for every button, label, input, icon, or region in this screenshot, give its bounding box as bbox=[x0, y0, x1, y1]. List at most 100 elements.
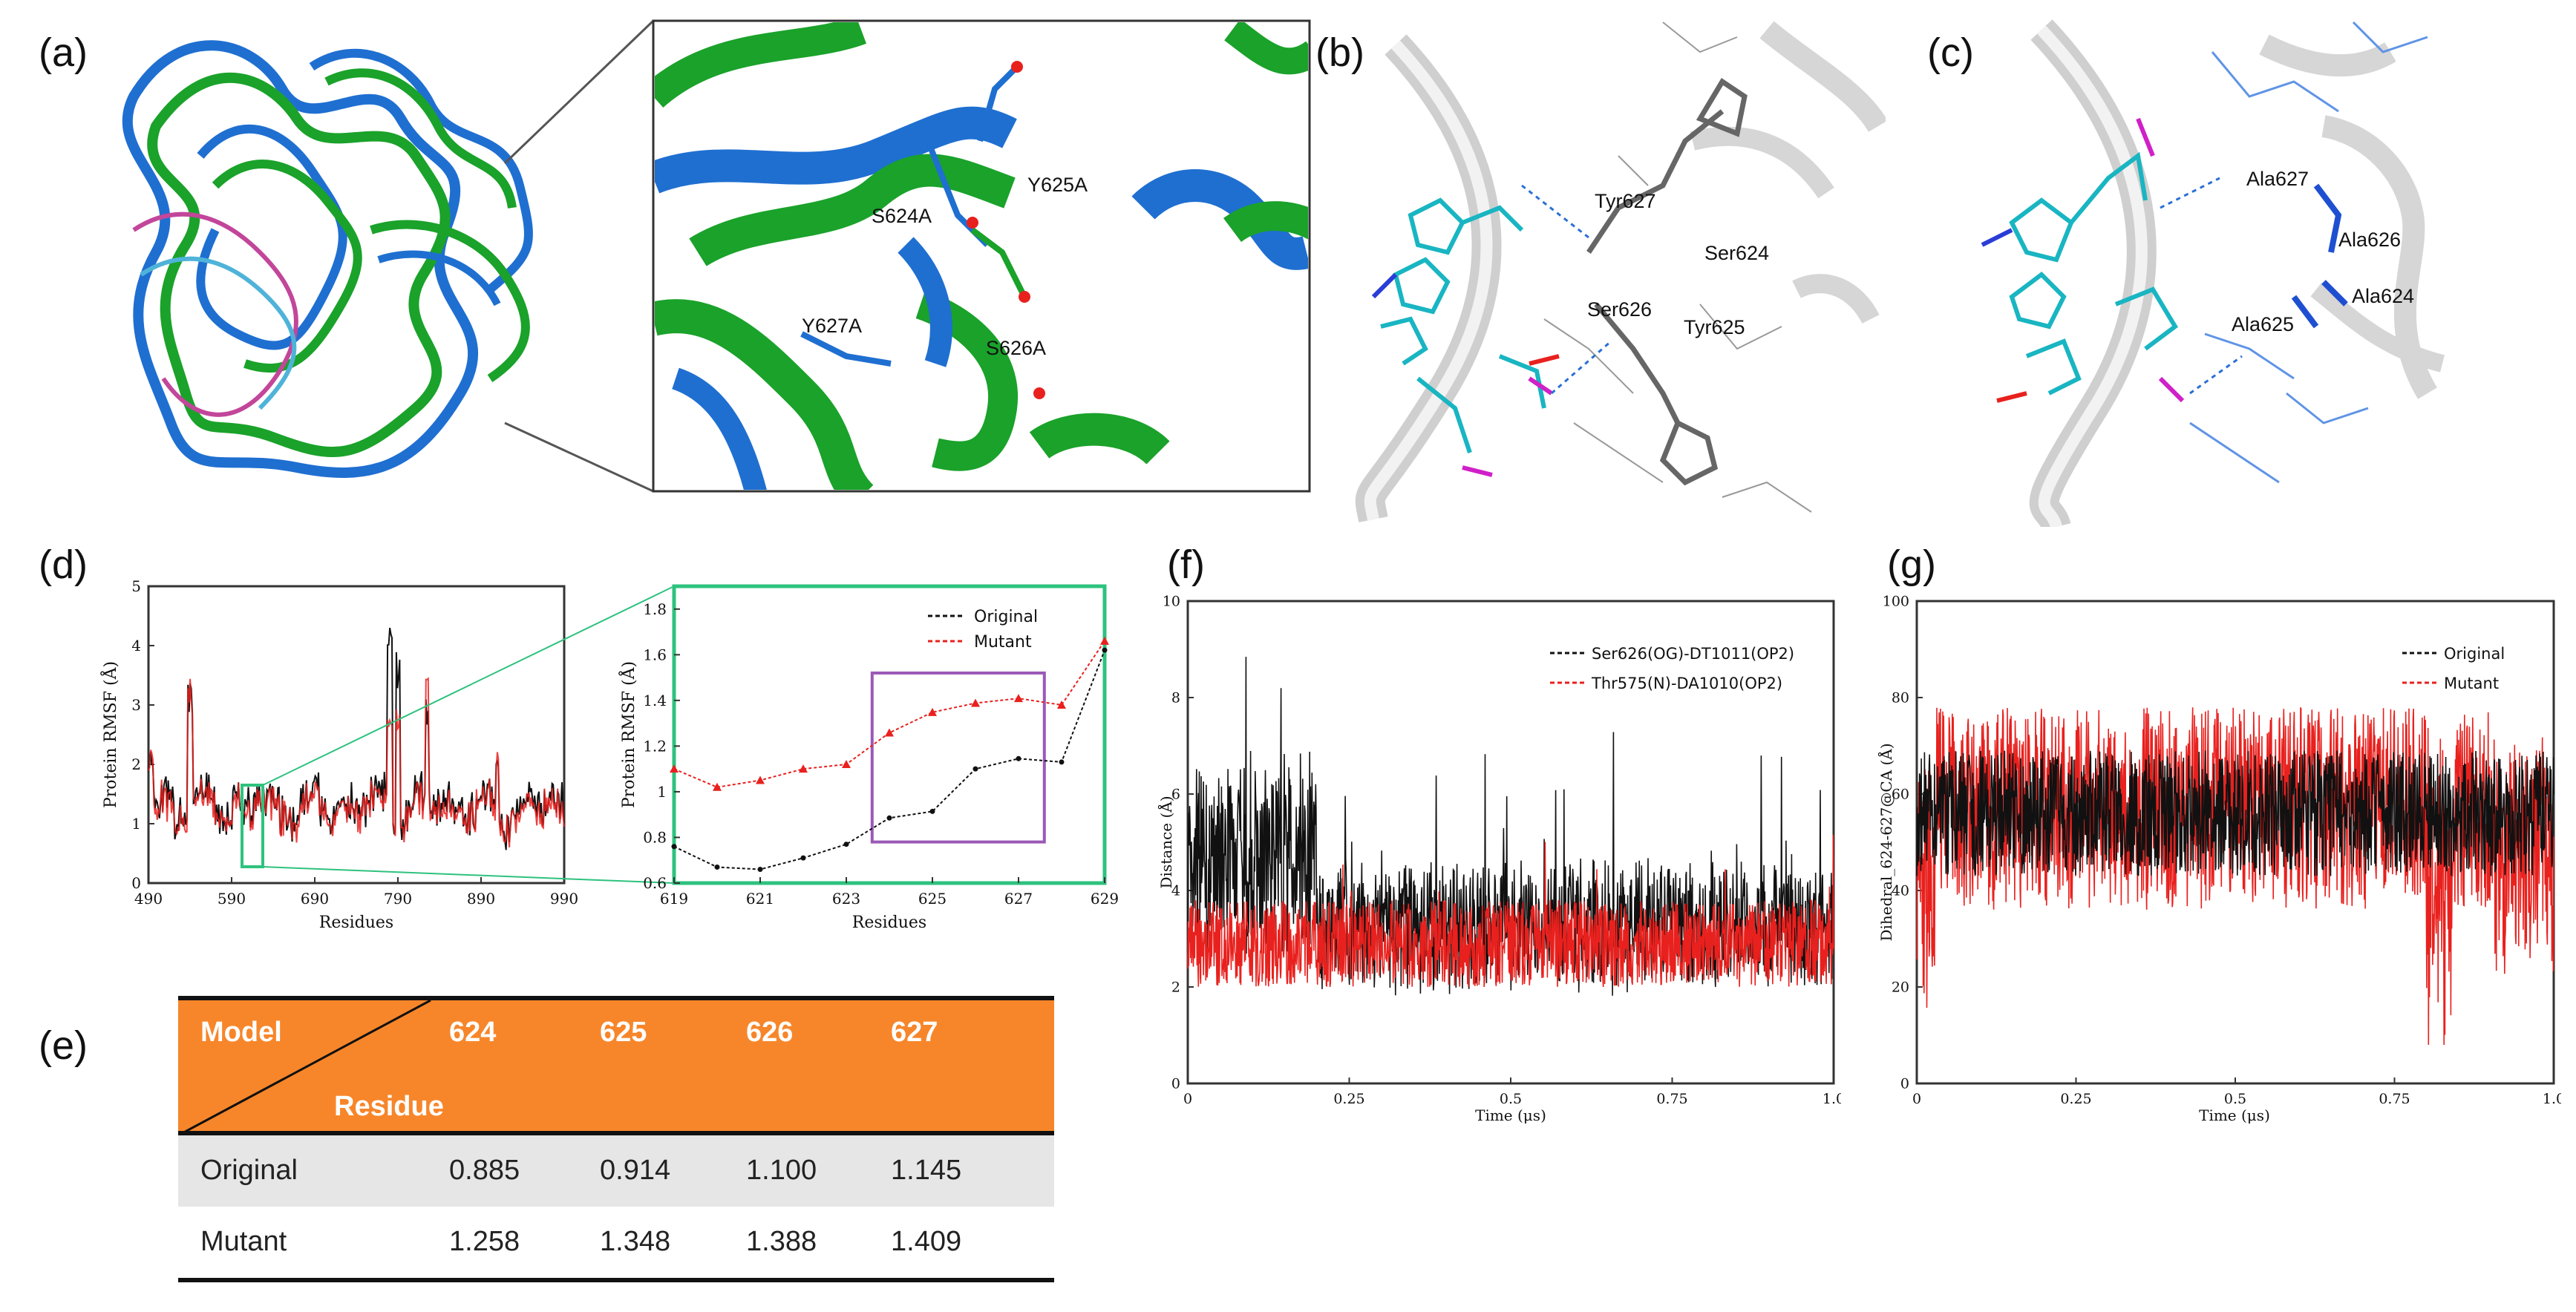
label-tyr627: Tyr627 bbox=[1595, 190, 1656, 212]
f-xtick-label: 0.5 bbox=[1500, 1091, 1522, 1107]
d-right-point-mutant bbox=[971, 698, 980, 707]
rmsf-table: Model Residue 624 625 626 627 Original 0… bbox=[178, 996, 1054, 1282]
panel-letter-f: (f) bbox=[1167, 542, 1205, 587]
g-ytick-label: 0 bbox=[1900, 1076, 1909, 1092]
panel-letter-g: (g) bbox=[1887, 542, 1936, 587]
d-right-point-mutant bbox=[756, 775, 765, 784]
d-right-ylabel: Protein RMSF (Å) bbox=[618, 661, 638, 808]
row-label-mutant: Mutant bbox=[200, 1226, 287, 1257]
d-left-xtick-label: 790 bbox=[384, 890, 412, 908]
d-right-ytick-label: 0.8 bbox=[643, 828, 667, 846]
d-left-ytick-label: 1 bbox=[131, 815, 141, 833]
d-right-point-mutant bbox=[670, 764, 679, 773]
d-left-xtick-label: 890 bbox=[467, 890, 495, 908]
d-zoom-connector-bottom bbox=[262, 866, 675, 884]
zoom-inset: S624A Y625A Y627A S626A bbox=[652, 19, 1311, 493]
table-row: Mutant 1.258 1.348 1.388 1.409 bbox=[178, 1207, 1054, 1282]
table-cell: 1.348 bbox=[600, 1226, 671, 1257]
g-ytick-label: 80 bbox=[1892, 690, 1909, 706]
label-ala627: Ala627 bbox=[2246, 168, 2309, 190]
d-right-ytick-label: 1.6 bbox=[643, 646, 667, 663]
label-ser626: Ser626 bbox=[1587, 298, 1652, 321]
d-right-point-original bbox=[929, 808, 935, 814]
f-ytick-label: 2 bbox=[1171, 980, 1180, 996]
header-col-624: 624 bbox=[449, 1017, 497, 1048]
panel-d-charts: 490 590 690 790 890 990 0 1 2 3 4 5 Residues Protei… bbox=[99, 577, 1119, 932]
f-ylabel: Distance (Å) bbox=[1158, 796, 1175, 889]
d-right-point-original bbox=[886, 815, 892, 821]
g-xtick-label: 0.5 bbox=[2224, 1091, 2246, 1107]
table-cell: 1.388 bbox=[746, 1226, 817, 1257]
d-right-xlabel: Residues bbox=[852, 914, 926, 932]
d-left-xtick-label: 490 bbox=[134, 890, 163, 908]
d-zoom-box bbox=[241, 784, 264, 868]
d-right-point-original bbox=[800, 855, 806, 861]
header-col-625: 625 bbox=[600, 1017, 647, 1048]
d-right-ytick-label: 1.4 bbox=[643, 692, 667, 709]
row-label-original: Original bbox=[200, 1155, 298, 1186]
d-right-ytick-label: 1 bbox=[657, 783, 667, 801]
d-right-point-original bbox=[972, 766, 978, 772]
inset-label-s624a: S624A bbox=[872, 205, 932, 227]
g-series-black bbox=[1916, 750, 2554, 877]
g-legend-mutant: Mutant bbox=[2444, 675, 2499, 692]
f-ytick-label: 0 bbox=[1171, 1076, 1180, 1092]
table-row: Original 0.885 0.914 1.100 1.145 bbox=[178, 1135, 1054, 1207]
inset-label-y625a: Y625A bbox=[1027, 174, 1088, 196]
g-ytick-label: 20 bbox=[1892, 980, 1909, 996]
d-left-ytick-label: 3 bbox=[131, 696, 141, 714]
label-ser624: Ser624 bbox=[1704, 242, 1769, 264]
d-right-point-original bbox=[843, 842, 849, 847]
f-legend-series-2: Thr575(N)-DA1010(OP2) bbox=[1591, 675, 1782, 692]
g-legend: Original Mutant bbox=[2402, 645, 2505, 692]
d-right-xtick-label: 621 bbox=[746, 890, 774, 908]
header-residue: Residue bbox=[334, 1091, 444, 1122]
f-ytick-label: 10 bbox=[1163, 594, 1180, 610]
d-right-point-mutant bbox=[885, 728, 894, 737]
d-right-point-mutant bbox=[1100, 636, 1109, 645]
d-right-point-mutant bbox=[842, 760, 851, 768]
f-xlabel: Time (μs) bbox=[1475, 1106, 1546, 1124]
panel-letter-b: (b) bbox=[1315, 30, 1364, 75]
panel-letter-d: (d) bbox=[39, 542, 88, 587]
d-right-ytick-label: 0.6 bbox=[643, 874, 667, 892]
d-left-xtick-label: 590 bbox=[218, 890, 246, 908]
d-right-xtick-label: 625 bbox=[918, 890, 947, 908]
g-xtick-label: 0.25 bbox=[2060, 1091, 2091, 1107]
header-model: Model bbox=[200, 1017, 282, 1048]
d-right-point-original bbox=[757, 867, 763, 873]
g-ytick-label: 60 bbox=[1892, 787, 1909, 803]
f-xtick-label: 0 bbox=[1183, 1091, 1192, 1107]
table-cell: 1.258 bbox=[449, 1226, 520, 1257]
header-col-626: 626 bbox=[746, 1017, 794, 1048]
d-right-point-mutant bbox=[713, 782, 722, 791]
label-ala624: Ala624 bbox=[2352, 285, 2414, 307]
d-left-ytick-label: 5 bbox=[131, 577, 141, 595]
header-col-627: 627 bbox=[891, 1017, 938, 1048]
table-cell: 1.409 bbox=[891, 1226, 962, 1257]
d-right-point-mutant bbox=[1057, 701, 1066, 709]
inset-label-y627a: Y627A bbox=[802, 315, 862, 337]
d-left-ytick-label: 4 bbox=[131, 637, 141, 655]
d-left-ytick-label: 0 bbox=[131, 874, 141, 892]
d-right-legend-original: Original bbox=[974, 608, 1038, 626]
table-cell: 0.914 bbox=[600, 1155, 671, 1186]
d-right-point-mutant bbox=[928, 707, 937, 716]
d-right-xtick-label: 623 bbox=[832, 890, 860, 908]
panel-letter-a: (a) bbox=[39, 30, 88, 75]
table-cell: 1.145 bbox=[891, 1155, 962, 1186]
d-left-series-mutant bbox=[148, 677, 565, 847]
d-left-frame bbox=[147, 585, 566, 885]
panel-c-structure: Ala627 Ala626 Ala624 Ala625 bbox=[1981, 19, 2445, 527]
g-ytick-label: 100 bbox=[1883, 594, 1909, 610]
g-ylabel: Dihedral_624-627@CA (Å) bbox=[1878, 743, 1895, 941]
f-legend-series-1: Ser626(OG)-DT1011(OP2) bbox=[1592, 645, 1794, 663]
d-right-point-original bbox=[1016, 755, 1021, 761]
d-right-ytick-label: 1.2 bbox=[643, 737, 667, 755]
d-right-point-mutant bbox=[1014, 694, 1023, 703]
g-xlabel: Time (μs) bbox=[2199, 1106, 2270, 1124]
panel-f-chart: 0 0.25 0.5 0.75 1.0 0 2 4 6 8 10 Time (μs) Distanc… bbox=[1158, 594, 1841, 1124]
d-right-xtick-label: 627 bbox=[1004, 890, 1033, 908]
f-legend: Ser626(OG)-DT1011(OP2) Thr575(N)-DA1010(… bbox=[1550, 645, 1794, 692]
label-tyr625: Tyr625 bbox=[1684, 316, 1745, 338]
